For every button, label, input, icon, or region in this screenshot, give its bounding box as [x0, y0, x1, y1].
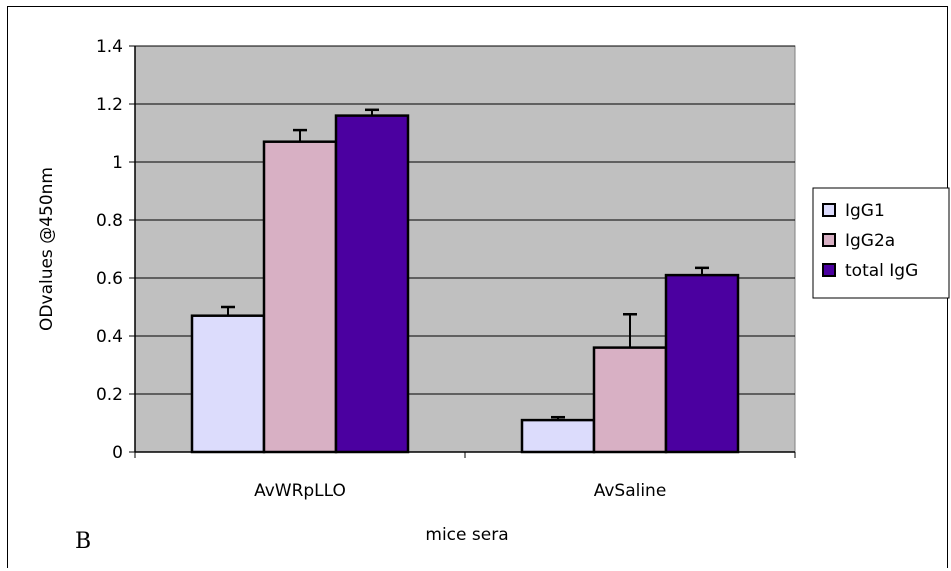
y-tick-label: 0.4 [96, 327, 123, 347]
legend-label: IgG1 [845, 201, 885, 221]
y-tick-label: 0.8 [96, 211, 123, 231]
y-tick-label: 1.2 [96, 95, 123, 115]
bar-igg2a-avsaline [594, 348, 666, 452]
legend: IgG1 IgG2a total IgG [813, 188, 949, 298]
y-tick-label: 0 [112, 443, 123, 463]
y-axis-ticks: 0 0.2 0.4 0.6 0.8 1 1.2 1.4 [96, 37, 135, 463]
legend-label: total IgG [845, 261, 918, 281]
bar-igg1-avsaline [522, 420, 594, 452]
legend-swatch [823, 204, 835, 216]
legend-swatch [823, 264, 835, 276]
y-tick-label: 1.4 [96, 37, 123, 57]
x-tick-label: AvSaline [594, 481, 667, 501]
panel-label: B [75, 529, 91, 554]
legend-swatch [823, 234, 835, 246]
y-tick-label: 1 [112, 153, 123, 173]
bar-total-igg-avsaline [666, 275, 738, 452]
y-axis-title: ODvalues @450nm [37, 167, 57, 331]
legend-label: IgG2a [845, 231, 895, 251]
bar-igg1-avwrpllo [192, 316, 264, 452]
x-tick-label: AvWRpLLO [254, 481, 346, 501]
y-tick-label: 0.6 [96, 269, 123, 289]
y-tick-label: 0.2 [96, 385, 123, 405]
x-axis-ticks: AvWRpLLO AvSaline [135, 452, 795, 501]
bar-total-igg-avwrpllo [336, 116, 408, 452]
bar-igg2a-avwrpllo [264, 142, 336, 452]
x-axis-title: mice sera [425, 525, 508, 545]
